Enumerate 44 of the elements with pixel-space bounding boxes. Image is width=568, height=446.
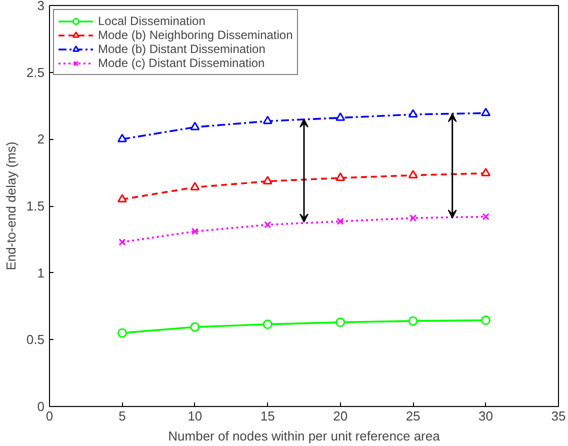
x-tick-label: 30 [478,408,494,424]
point [190,122,200,130]
point [262,320,272,330]
point [118,238,126,246]
point [117,134,127,142]
y-tick-label: 1 [37,265,45,280]
y-tick-label: 0.5 [26,332,45,348]
point [190,322,200,332]
point [264,221,272,228]
legend-label: Mode (b) Neighboring Dissemination [98,28,293,42]
point [336,112,346,121]
point [481,108,491,116]
point [409,214,417,222]
point [117,328,127,338]
x-tick-label: 10 [188,408,202,424]
x-tick-label: 15 [260,408,275,424]
point [190,182,200,190]
y-axis-title: End-to-end delay (ms) [3,142,18,270]
point [262,176,272,184]
y-tick-label: 2.5 [26,64,45,80]
x-tick-label: 35 [551,408,566,424]
x-tick-label: 25 [406,408,420,424]
point [336,218,344,225]
point [336,318,346,328]
y-tick-label: 1.5 [26,198,45,214]
point [481,316,491,326]
point [482,213,490,220]
point [336,172,346,181]
y-tick-label: 3 [37,0,45,13]
y-tick-label: 0 [37,399,45,414]
point [191,228,199,235]
point [408,109,418,118]
x-tick-label: 5 [118,408,126,424]
legend-label: Local Dissemination [98,14,206,28]
legend-label: Mode (c) Distant Dissemination [98,56,265,70]
legend-label: Mode (b) Distant Dissemination [98,42,266,56]
y-tick-label: 2 [37,132,45,147]
point [481,168,491,176]
point [262,116,272,124]
x-tick-label: 20 [333,408,348,424]
point [117,194,127,202]
x-axis-title: Number of nodes within per unit reference area [168,428,441,444]
point [408,170,418,178]
point [408,316,418,326]
